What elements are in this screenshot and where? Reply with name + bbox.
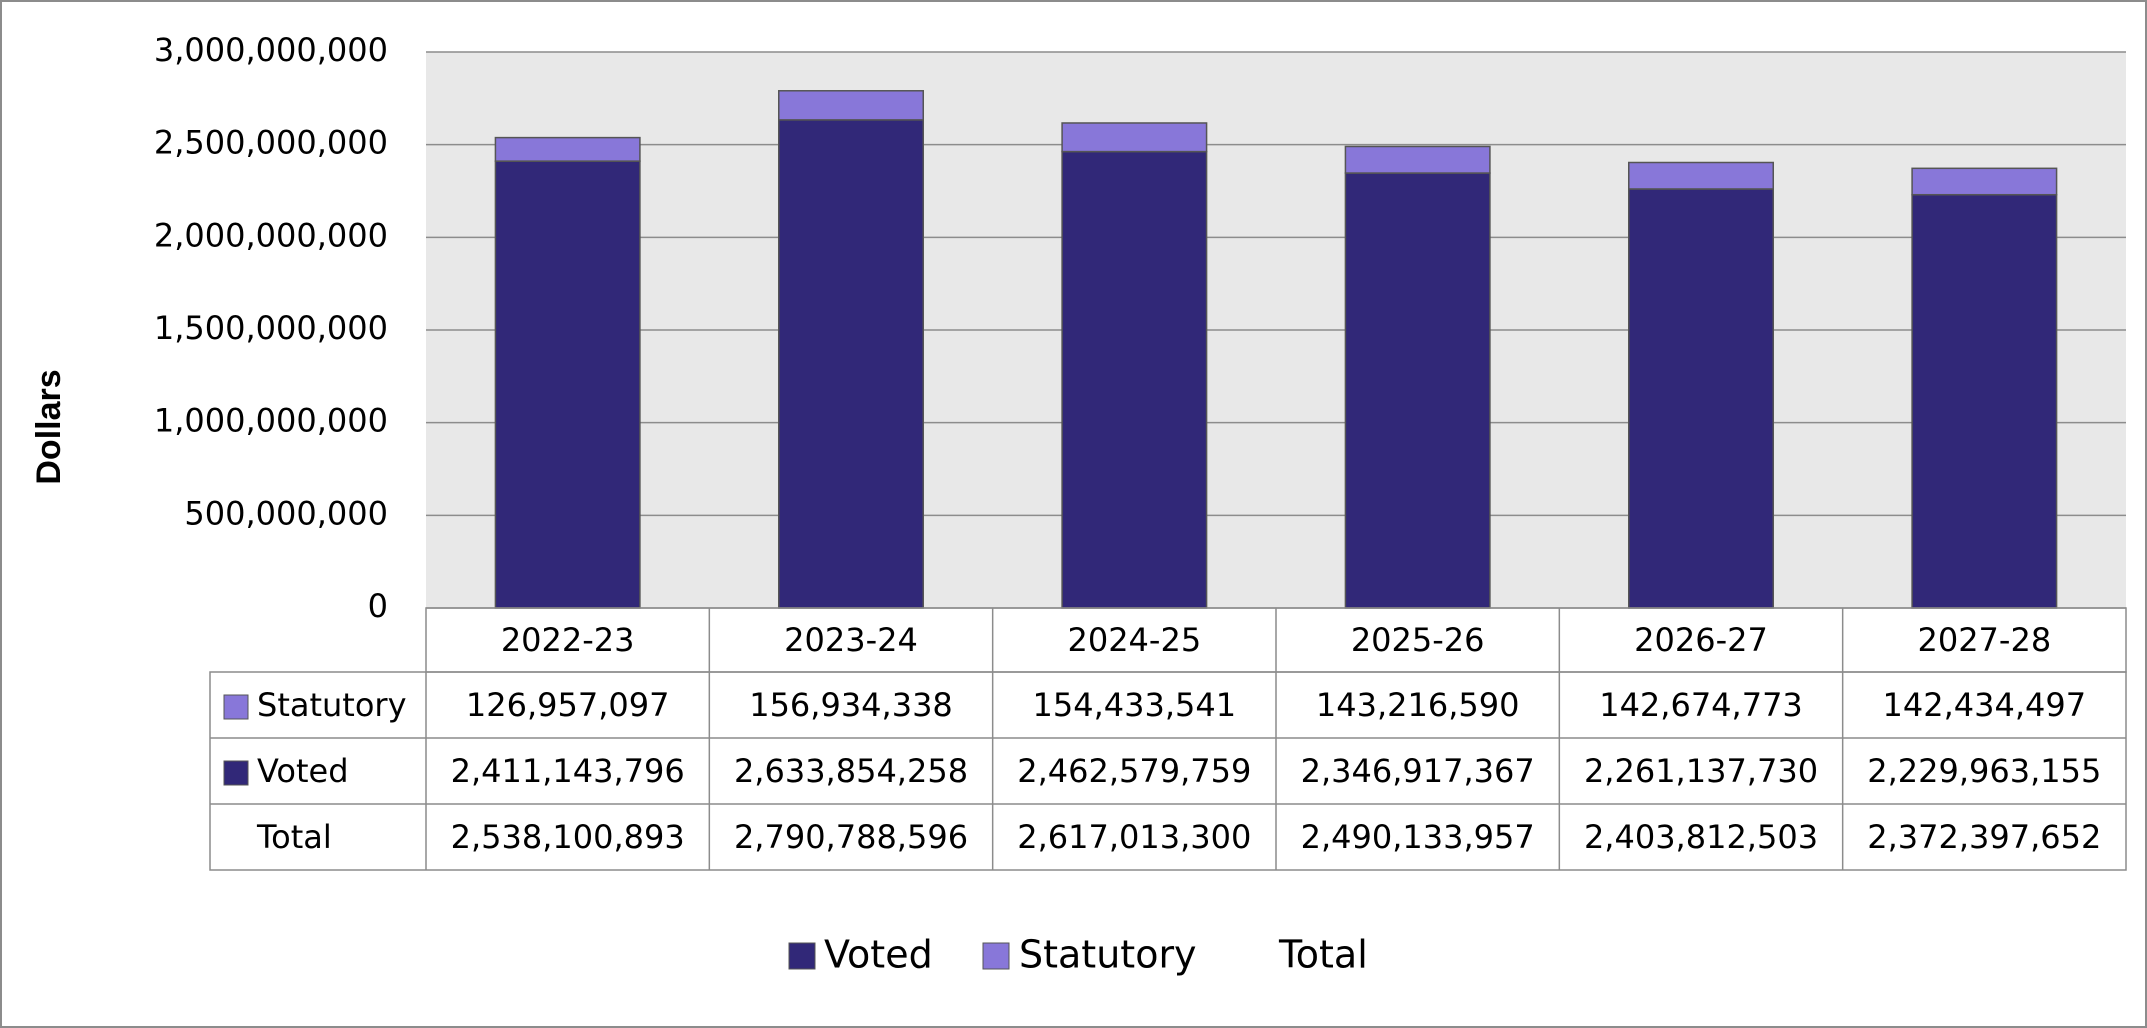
table-cell: 2,790,788,596	[734, 818, 968, 856]
table-row-label: Statutory	[257, 686, 407, 724]
table-cell: 2,462,579,759	[1017, 752, 1251, 790]
y-tick-label: 1,000,000,000	[154, 402, 388, 440]
x-tick-label: 2024-25	[1067, 621, 1201, 659]
legend-label: Total	[1278, 933, 1368, 977]
x-tick-label: 2026-27	[1634, 621, 1768, 659]
table-cell: 2,490,133,957	[1301, 818, 1535, 856]
bar-segment	[1344, 172, 1491, 609]
table-cell: 142,434,497	[1883, 686, 2087, 724]
table-cell: 2,346,917,367	[1301, 752, 1535, 790]
bar-segment	[778, 90, 924, 121]
y-tick-label: 2,000,000,000	[154, 216, 388, 254]
x-tick-label: 2025-26	[1351, 621, 1485, 659]
legend-label: Statutory	[1019, 933, 1197, 977]
y-tick-label: 500,000,000	[184, 494, 388, 532]
y-tick-label: 0	[368, 587, 388, 625]
bar-segment	[1061, 122, 1208, 153]
table-cell: 2,403,812,503	[1584, 818, 1818, 856]
table-cell: 2,261,137,730	[1584, 752, 1818, 790]
bar-segment	[494, 160, 641, 609]
legend-swatch	[788, 942, 816, 970]
bar-segment	[1911, 193, 2058, 609]
table-cell: 2,229,963,155	[1867, 752, 2101, 790]
table-cell: 143,216,590	[1316, 686, 1520, 724]
table-cell: 2,372,397,652	[1867, 818, 2101, 856]
y-axis-title: Dollars	[30, 369, 68, 484]
table-cell: 154,433,541	[1033, 686, 1237, 724]
table-row-label: Total	[256, 818, 332, 856]
y-tick-label: 3,000,000,000	[154, 31, 388, 69]
table-cell: 142,674,773	[1599, 686, 1803, 724]
bar-segment	[1344, 145, 1491, 174]
legend-label: Voted	[824, 933, 933, 977]
legend-swatch	[982, 942, 1010, 970]
x-tick-label: 2022-23	[501, 621, 635, 659]
bar-segment	[1911, 167, 2058, 196]
table-cell: 2,633,854,258	[734, 752, 968, 790]
y-tick-label: 1,500,000,000	[154, 309, 388, 347]
table-body-border	[209, 671, 2127, 871]
bar-segment	[778, 119, 924, 609]
x-tick-label: 2023-24	[784, 621, 918, 659]
x-tick-label: 2027-28	[1917, 621, 2051, 659]
table-cell: 2,617,013,300	[1017, 818, 1251, 856]
table-cell: 2,411,143,796	[451, 752, 685, 790]
table-row-label: Voted	[257, 752, 349, 790]
table-cell: 156,934,338	[749, 686, 953, 724]
table-legend-swatch	[223, 694, 249, 720]
y-tick-label: 2,500,000,000	[154, 124, 388, 162]
bar-segment	[1628, 161, 1774, 190]
bar-segment	[494, 136, 641, 162]
table-cell: 2,538,100,893	[451, 818, 685, 856]
table-cell: 126,957,097	[466, 686, 670, 724]
table-legend-swatch	[223, 760, 249, 786]
bar-segment	[1628, 188, 1774, 609]
bar-segment	[1061, 150, 1208, 609]
